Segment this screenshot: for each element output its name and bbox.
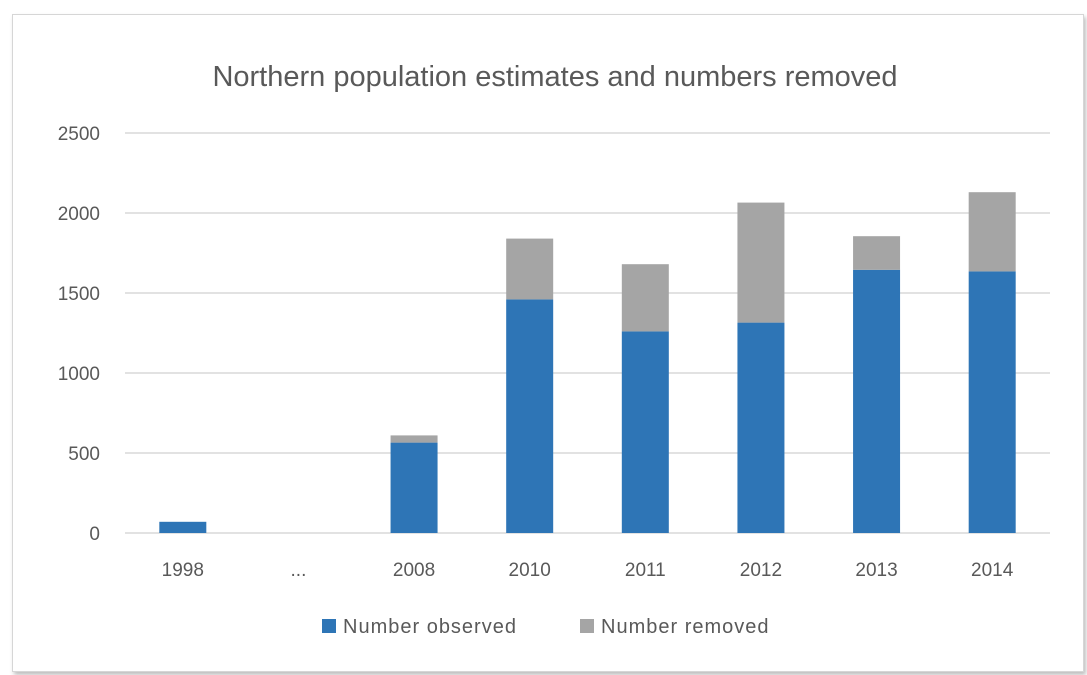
bar-removed-2011: [621, 264, 669, 332]
bar-observed-2014: [968, 271, 1016, 533]
bar-observed-2010: [506, 299, 554, 533]
x-axis-ticks: 1998... 2008 2010 2011 2012 2013 2014: [162, 560, 1014, 581]
bars: [159, 192, 1016, 533]
y-tick-label: 2000: [58, 204, 100, 225]
bar-observed-2008: [390, 442, 438, 533]
legend: Number observed Number removed: [322, 616, 770, 638]
x-tick-label: 2008: [393, 560, 435, 581]
y-tick-label: 1500: [58, 284, 100, 305]
chart-title: Northern population estimates and number…: [212, 61, 897, 93]
legend-swatch: [322, 619, 336, 633]
bar-observed-2012: [737, 322, 785, 533]
bar-observed-1998: [159, 521, 207, 533]
bar-removed-2012: [737, 202, 785, 323]
y-tick-label: 1000: [58, 364, 100, 385]
bar-removed-2013: [853, 236, 901, 270]
gridlines: [125, 132, 1050, 534]
bar-removed-2014: [968, 192, 1016, 272]
x-tick-label: 2010: [509, 560, 551, 581]
y-axis-ticks: 0 500 1000 1500 2000 2500: [58, 124, 100, 545]
y-tick-label: 0: [89, 524, 100, 545]
legend-swatch: [580, 619, 594, 633]
bar-removed-2008: [390, 435, 438, 443]
bar-observed-2013: [853, 269, 901, 533]
x-tick-label: ...: [291, 560, 307, 581]
x-tick-label: 2012: [740, 560, 782, 581]
legend-label: Number removed: [601, 616, 770, 638]
legend-label: Number observed: [343, 616, 517, 638]
x-tick-label: 2013: [855, 560, 897, 581]
bar-removed-2010: [506, 238, 554, 300]
x-tick-label: 2011: [625, 560, 666, 581]
y-tick-label: 500: [68, 444, 100, 465]
bar-observed-2011: [621, 331, 669, 533]
x-tick-label: 1998: [162, 560, 204, 581]
y-tick-label: 2500: [58, 124, 100, 145]
x-tick-label: 2014: [971, 560, 1014, 581]
